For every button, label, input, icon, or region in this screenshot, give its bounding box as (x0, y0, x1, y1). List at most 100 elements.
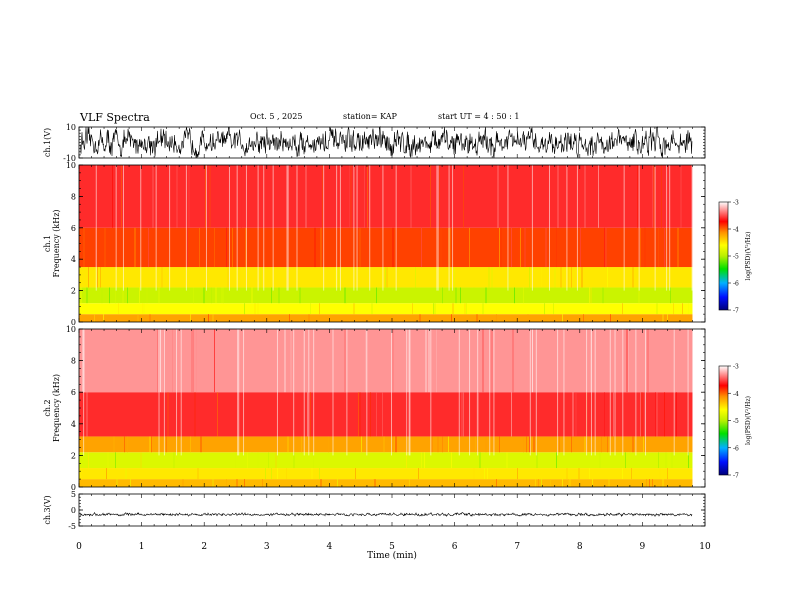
spectrogram-streak (487, 468, 488, 480)
spectrogram-streak (589, 468, 590, 480)
spectrogram-streak (104, 227, 106, 268)
spectrogram-streak (86, 392, 88, 437)
spectrogram-streak (469, 227, 470, 268)
colorbar-tick-label: -5 (733, 418, 739, 425)
spectrogram-streak (157, 329, 158, 393)
spectrogram-streak (290, 329, 292, 393)
spectrogram-streak (257, 452, 259, 469)
spectrogram-streak (228, 165, 230, 291)
spectrogram-streak (514, 287, 515, 304)
spectrogram-streak (197, 468, 199, 480)
spectrogram-streak (182, 479, 184, 487)
y-axis-label: ch.1(V) (43, 128, 52, 157)
spectrogram-streak (187, 227, 188, 268)
spectrogram-streak (262, 479, 263, 487)
spectrogram-streak (662, 314, 664, 322)
spectrogram-streak (589, 287, 590, 304)
spectrogram-streak (271, 287, 272, 304)
spectrogram-streak (512, 329, 514, 393)
spectrogram-streak (335, 267, 337, 288)
spectrogram-streak (350, 165, 352, 228)
spectrogram-streak (667, 468, 668, 480)
spectrogram-streak (562, 479, 563, 487)
spectrogram-streak (652, 165, 653, 228)
spectrogram-streak (277, 468, 278, 480)
spectrogram-streak (115, 452, 116, 469)
spectrogram-streak (632, 267, 634, 288)
y-axis-label: ch.3(V) (43, 495, 52, 524)
spectrogram-streak (529, 436, 530, 453)
spectrogram-streak (563, 329, 565, 456)
colorbar-label: log(PSD)(V²/Hz) (745, 232, 752, 281)
spectrogram-streak (158, 287, 160, 304)
spectrogram-streak (545, 227, 547, 268)
spectrogram-streak (601, 436, 602, 453)
spectrogram-streak (161, 329, 163, 393)
spectrogram-streak (176, 165, 178, 228)
spectrogram-streak (367, 165, 368, 228)
spectrogram-streak (644, 227, 646, 268)
spectrogram-streak (676, 392, 677, 437)
spectrogram-streak (442, 287, 443, 304)
spectrogram-streak (629, 452, 631, 469)
spectrogram-streak (322, 165, 323, 228)
spectrogram-streak (275, 452, 277, 469)
spectrogram-streak (245, 165, 247, 291)
spectrogram-streak (581, 267, 583, 288)
spectrogram-streak (532, 329, 533, 393)
spectrogram-streak (358, 392, 359, 437)
spectrogram-streak (425, 329, 427, 393)
spectrogram-band (79, 468, 693, 480)
y-tick-label: 8 (71, 357, 76, 366)
spectrogram-streak (664, 392, 665, 437)
spectrogram-streak (293, 329, 295, 456)
spectrogram-streak (691, 165, 693, 291)
spectrogram-streak (659, 468, 661, 480)
spectrogram-streak (448, 165, 450, 291)
spectrogram-streak (610, 314, 611, 322)
spectrogram-streak (652, 479, 653, 487)
spectrogram-streak (115, 287, 116, 304)
spectrogram-streak (412, 303, 413, 315)
spectrogram-streak (461, 392, 463, 437)
y-tick-label: 5 (71, 490, 76, 499)
spectrogram-streak (394, 436, 395, 453)
spectrogram-streak (319, 303, 320, 315)
spectrogram-streak (353, 303, 355, 315)
spectrogram-streak (655, 392, 656, 437)
panel-frame (78, 493, 706, 527)
date-label: Oct. 5 , 2025 (250, 112, 303, 121)
spectrogram-band (79, 314, 693, 322)
spectrogram-streak (406, 452, 407, 469)
spectrogram-streak (223, 287, 224, 304)
spectrogram-streak (176, 329, 178, 456)
y-tick-label: 8 (71, 192, 76, 201)
spectrogram-streak (319, 468, 320, 480)
spectrogram-streak (158, 329, 160, 456)
spectrogram-streak (265, 468, 266, 480)
spectrogram-streak (130, 479, 131, 487)
spectrogram-streak (536, 452, 538, 469)
spectrogram-streak (578, 468, 580, 480)
spectrogram-streak (602, 287, 604, 304)
x-tick-label: 8 (577, 542, 583, 552)
spectrogram-streak (86, 287, 88, 304)
colorbar-tick-label: -4 (733, 227, 739, 234)
x-tick-label: 6 (452, 542, 458, 552)
spectrogram-streak (451, 452, 452, 469)
y-tick-label: 0 (71, 506, 76, 515)
spectrogram-streak (107, 452, 109, 469)
spectrogram-streak (418, 468, 419, 480)
y-tick-label: 0 (71, 483, 76, 492)
spectrogram-streak (235, 452, 236, 469)
spectrogram-streak (436, 165, 438, 291)
spectrogram-streak (370, 392, 371, 437)
spectrogram-streak (647, 329, 649, 393)
spectrogram-streak (646, 479, 647, 487)
spectrogram-streak (194, 392, 196, 437)
spectrogram-streak (238, 329, 240, 456)
colorbar-tick-label: -6 (733, 281, 739, 288)
spectrogram-streak (121, 165, 122, 228)
spectrogram-streak (205, 165, 207, 291)
spectrogram-streak (623, 165, 625, 291)
